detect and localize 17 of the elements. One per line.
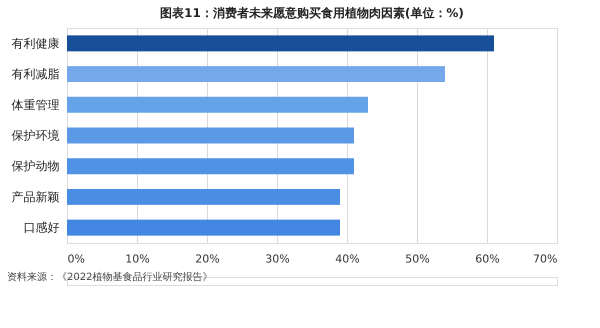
chart-title: 图表11：消费者未来愿意购买食用植物肉因素(单位：%) bbox=[160, 6, 464, 20]
y-tick-label: 保护动物 bbox=[12, 159, 60, 174]
y-tick-label: 产品新颖 bbox=[12, 190, 60, 204]
y-tick-label: 体重管理 bbox=[12, 98, 60, 112]
x-tick-label: 0% bbox=[68, 252, 85, 266]
x-tick-label: 10% bbox=[125, 252, 150, 266]
y-tick-label: 口感好 bbox=[24, 220, 60, 235]
y-tick-label: 有利健康 bbox=[12, 36, 60, 50]
text: 资料来源：《2022植物基食品行业研究报告》 bbox=[7, 271, 212, 283]
x-tick-label: 70% bbox=[533, 252, 558, 266]
y-tick-label: 有利减脂 bbox=[12, 67, 60, 82]
x-tick-label: 30% bbox=[265, 252, 290, 266]
x-tick-label: 60% bbox=[475, 252, 500, 266]
y-tick-label: 保护环境 bbox=[12, 128, 60, 142]
x-tick-label: 50% bbox=[405, 252, 430, 266]
x-tick-label: 20% bbox=[195, 252, 220, 266]
x-tick-label: 40% bbox=[335, 252, 360, 266]
